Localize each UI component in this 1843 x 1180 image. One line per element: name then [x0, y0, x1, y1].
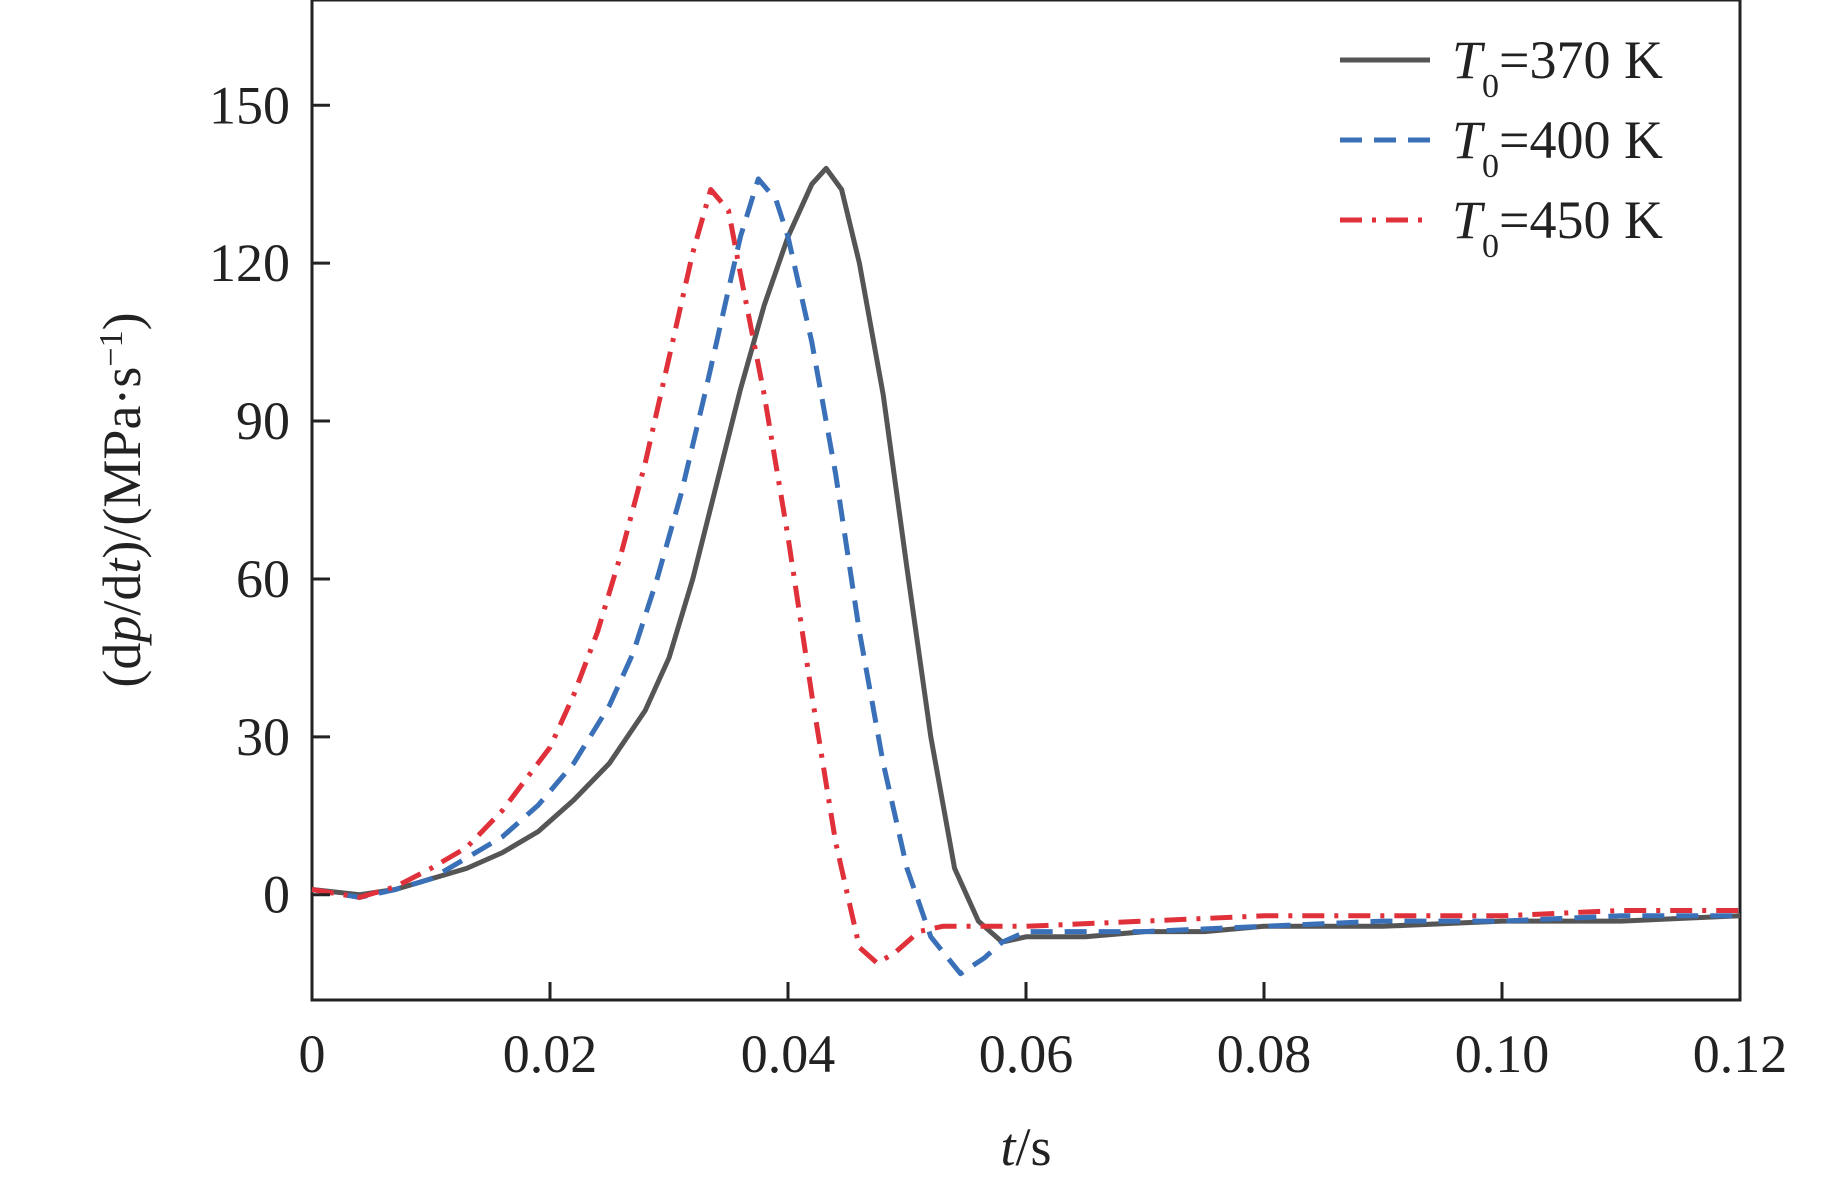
legend-label-2: T0=450 K	[1452, 190, 1663, 265]
x-tick-label: 0.04	[741, 1024, 836, 1084]
x-axis-label: t/s	[1000, 1117, 1051, 1177]
legend-label-1: T0=400 K	[1452, 110, 1663, 185]
x-tick-label: 0.08	[1217, 1024, 1312, 1084]
x-tick-label: 0.06	[979, 1024, 1074, 1084]
y-tick-label: 150	[209, 75, 290, 135]
x-tick-label: 0.02	[503, 1024, 598, 1084]
y-axis-label: (dp/dt)/(MPa·s−1)	[92, 312, 152, 687]
y-tick-label: 0	[263, 865, 290, 925]
x-tick-label: 0.12	[1693, 1024, 1788, 1084]
y-axis-ticks: 0 30 60 90 120 150	[209, 75, 330, 925]
x-axis-ticks: 0 0.02 0.04 0.06 0.08 0.10 0.12	[299, 982, 1788, 1084]
legend-label-0: T0=370 K	[1452, 30, 1663, 105]
series-line-2	[311, 187, 1740, 966]
series-line-1	[311, 176, 1740, 977]
x-tick-label: 0.10	[1455, 1024, 1550, 1084]
y-tick-label: 90	[236, 391, 290, 451]
y-tick-label: 30	[236, 707, 290, 767]
legend: T0=370 KT0=400 KT0=450 K	[1340, 30, 1663, 265]
y-tick-label: 60	[236, 549, 290, 609]
y-tick-label: 120	[209, 233, 290, 293]
x-tick-label: 0	[299, 1024, 326, 1084]
data-lines	[311, 165, 1741, 977]
series-line-0	[311, 165, 1741, 945]
